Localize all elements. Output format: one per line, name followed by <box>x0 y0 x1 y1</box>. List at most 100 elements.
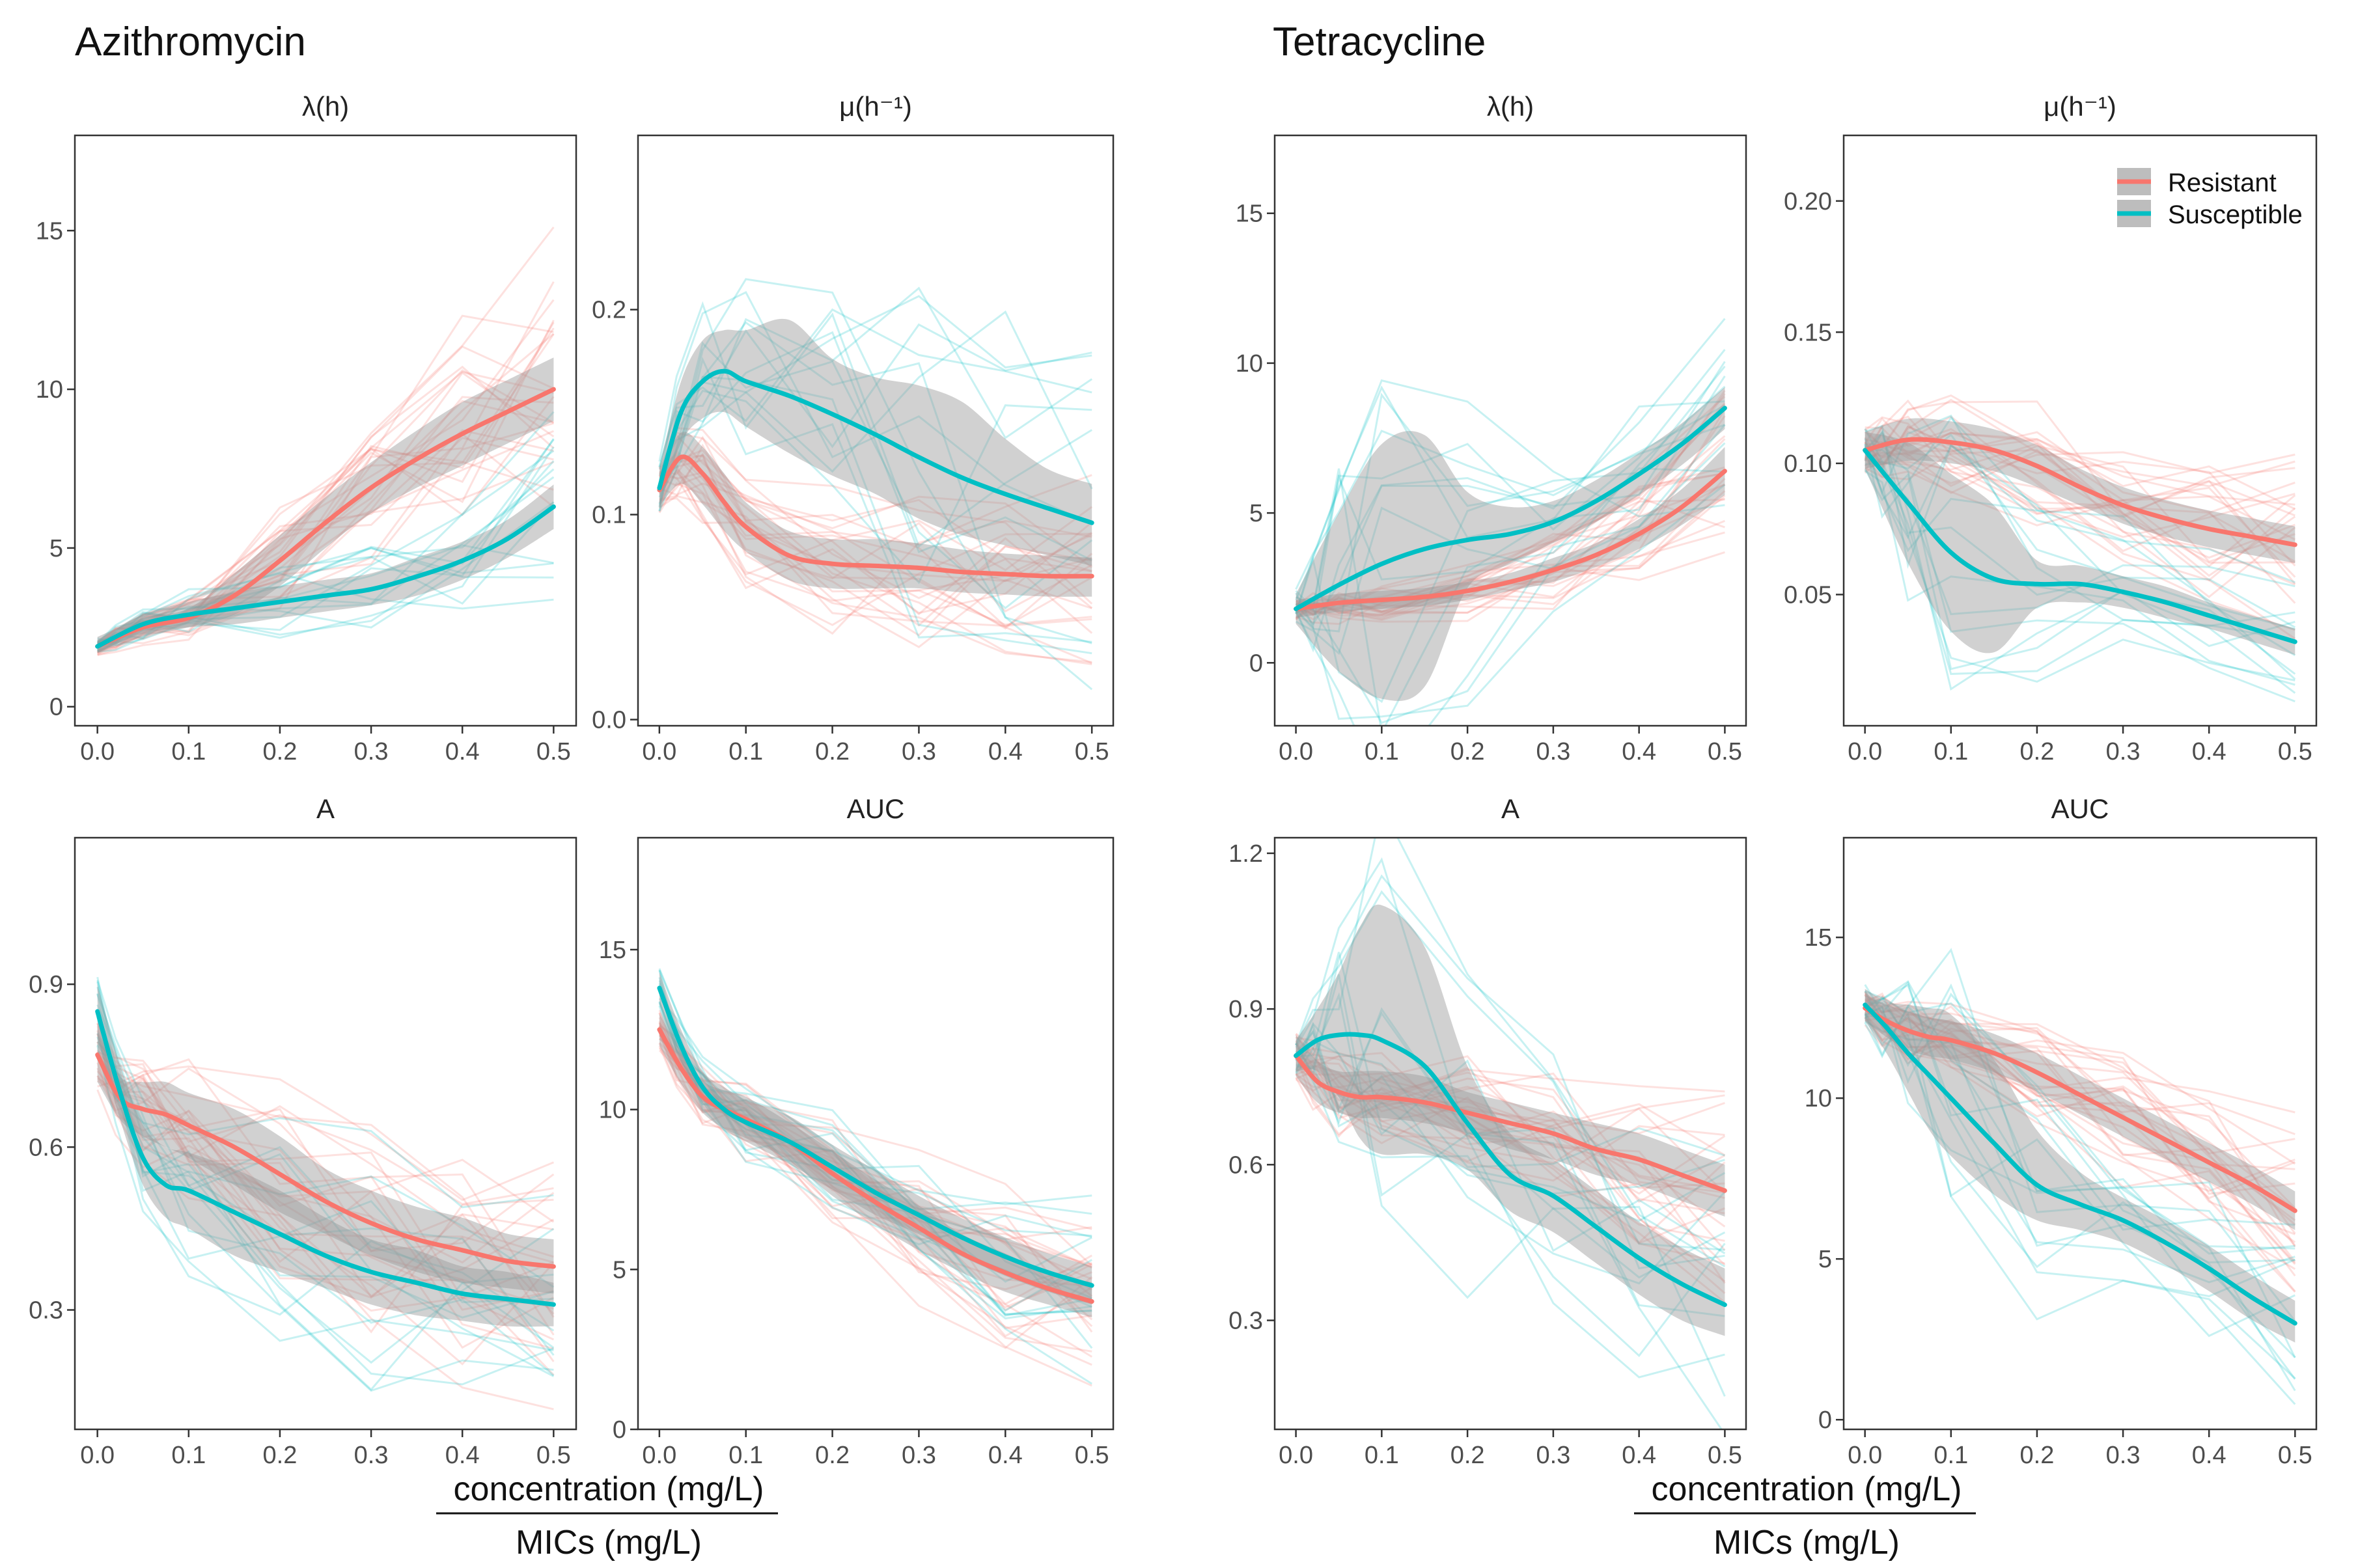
trajectory-resistant <box>96 1054 554 1264</box>
trajectory-resistant <box>1295 393 1726 620</box>
y-tick-label: 0.3 <box>29 1297 63 1325</box>
x-tick-label: 0.4 <box>988 738 1023 765</box>
trajectory-susceptible <box>96 1004 555 1377</box>
y-tick-label: 0.2 <box>592 297 626 324</box>
trajectory-resistant <box>96 396 555 648</box>
plot-area <box>1294 318 1727 726</box>
trajectory-susceptible <box>96 1045 554 1352</box>
x-axis-label-numerator: concentration (mg/L) <box>454 1470 764 1508</box>
y-tick-label: 0.9 <box>29 971 63 998</box>
x-tick-label: 0.0 <box>642 738 676 765</box>
trajectory-susceptible <box>1295 838 1726 1268</box>
trajectory-susceptible <box>658 376 1092 655</box>
trajectory-resistant <box>1865 430 2296 585</box>
panel-border <box>74 134 577 727</box>
mean-line-resistant <box>657 1027 1094 1304</box>
panel-azithromycin-0: λ(h) 0.0 0.1 0.2 0.3 0.4 0.5 0 5 10 15 <box>36 91 577 765</box>
mean-line-susceptible <box>657 368 1094 525</box>
trajectory-susceptible <box>658 986 1093 1349</box>
trajectory-resistant <box>1296 472 1725 616</box>
trajectory-resistant <box>658 1022 1092 1280</box>
x-tick-label: 0.5 <box>2278 738 2312 765</box>
ribbon-resistant <box>1865 418 2296 564</box>
trajectory-susceptible <box>1295 890 1725 1251</box>
x-tick-label: 0.0 <box>80 1442 115 1469</box>
trajectory-resistant <box>659 482 1092 573</box>
trajectory-susceptible <box>1864 416 2296 680</box>
x-tick-label: 0.1 <box>728 738 763 765</box>
trajectory-susceptible <box>658 301 1092 548</box>
trajectory-susceptible <box>658 278 1093 691</box>
trajectory-resistant <box>1296 499 1725 619</box>
trajectory-susceptible <box>1865 424 2296 694</box>
trajectory-resistant <box>658 1030 1093 1327</box>
group-title-tetracycline: Tetracycline <box>1273 20 1486 64</box>
trajectory-susceptible <box>658 969 1092 1215</box>
x-tick-label: 0.1 <box>1934 738 1968 765</box>
trajectory-resistant <box>658 469 1093 614</box>
y-tick-label: 10 <box>1805 1085 1832 1112</box>
trajectory-resistant <box>659 443 1092 627</box>
trajectory-susceptible <box>1295 484 1726 720</box>
x-tick-label: 0.5 <box>1075 1442 1109 1469</box>
trajectory-resistant <box>96 333 555 646</box>
trajectory-resistant <box>1865 445 2296 563</box>
plot-area <box>95 227 556 656</box>
trajectory-susceptible <box>1864 1012 2296 1338</box>
trajectory-resistant <box>1864 398 2296 488</box>
x-tick-label: 0.2 <box>1450 1442 1485 1469</box>
mean-line-susceptible <box>1294 406 1727 611</box>
trajectory-susceptible <box>96 987 555 1356</box>
trajectory-susceptible <box>658 341 1093 610</box>
mean-line-resistant <box>1294 469 1727 611</box>
trajectory-resistant <box>1864 400 2296 564</box>
trajectory-resistant <box>96 1089 555 1223</box>
x-tick-label: 0.3 <box>902 738 936 765</box>
trajectory-resistant <box>96 365 555 649</box>
trajectory-resistant <box>1864 1016 2296 1209</box>
trajectory-resistant <box>1865 994 2296 1155</box>
ribbon-susceptible <box>1865 432 2296 655</box>
trajectory-susceptible <box>1296 992 1726 1299</box>
trajectory-susceptible <box>1865 990 2296 1250</box>
panel-title: AUC <box>847 793 905 824</box>
trajectory-resistant <box>1295 1032 1725 1164</box>
trajectory-resistant <box>96 432 555 649</box>
trajectory-resistant <box>1864 451 2296 538</box>
plot-area <box>1863 394 2297 702</box>
trajectory-resistant <box>1296 1047 1725 1215</box>
ribbon-susceptible <box>659 318 1092 566</box>
trajectory-susceptible <box>1864 980 2296 1392</box>
mean-line-susceptible <box>1863 1002 2297 1326</box>
trajectory-resistant <box>658 452 1092 612</box>
trajectory-resistant <box>1865 1000 2296 1243</box>
trajectory-resistant <box>1864 1011 2296 1235</box>
trajectory-resistant <box>658 454 1092 665</box>
mean-line-susceptible <box>657 985 1094 1288</box>
trajectory-resistant <box>96 1025 554 1258</box>
trajectory-resistant <box>658 1034 1093 1267</box>
x-tick-label: 0.2 <box>263 738 298 765</box>
y-tick-label: 10 <box>36 376 63 404</box>
panel-title: AUC <box>2051 793 2109 824</box>
mean-line-resistant <box>95 387 556 649</box>
plot-area <box>657 278 1094 691</box>
ribbon-resistant <box>97 1027 554 1294</box>
panel-azithromycin-1: μ(h⁻¹) 0.0 0.1 0.2 0.3 0.4 0.5 0.0 0.1 0.2 <box>592 91 1115 765</box>
trajectory-susceptible <box>658 295 1092 470</box>
trajectory-resistant <box>658 1022 1092 1330</box>
y-tick-label: 15 <box>1805 924 1832 952</box>
y-tick-label: 0.6 <box>1228 1151 1263 1179</box>
x-tick-label: 0.2 <box>815 738 850 765</box>
x-tick-label: 0.1 <box>728 1442 763 1469</box>
trajectory-resistant <box>1295 1034 1726 1194</box>
trajectory-susceptible <box>1865 448 2296 702</box>
trajectory-resistant <box>1864 991 2296 1265</box>
x-tick-label: 0.1 <box>171 738 206 765</box>
trajectory-resistant <box>1295 484 1725 616</box>
x-axis-label-denominator: MICs (mg/L) <box>516 1524 702 1561</box>
x-tick-label: 0.3 <box>354 738 389 765</box>
panel-border <box>74 836 577 1431</box>
panels-container: λ(h) 0.0 0.1 0.2 0.3 0.4 0.5 0 5 10 15 μ(h⁻¹) 0.0 0.1… <box>29 91 2318 1469</box>
